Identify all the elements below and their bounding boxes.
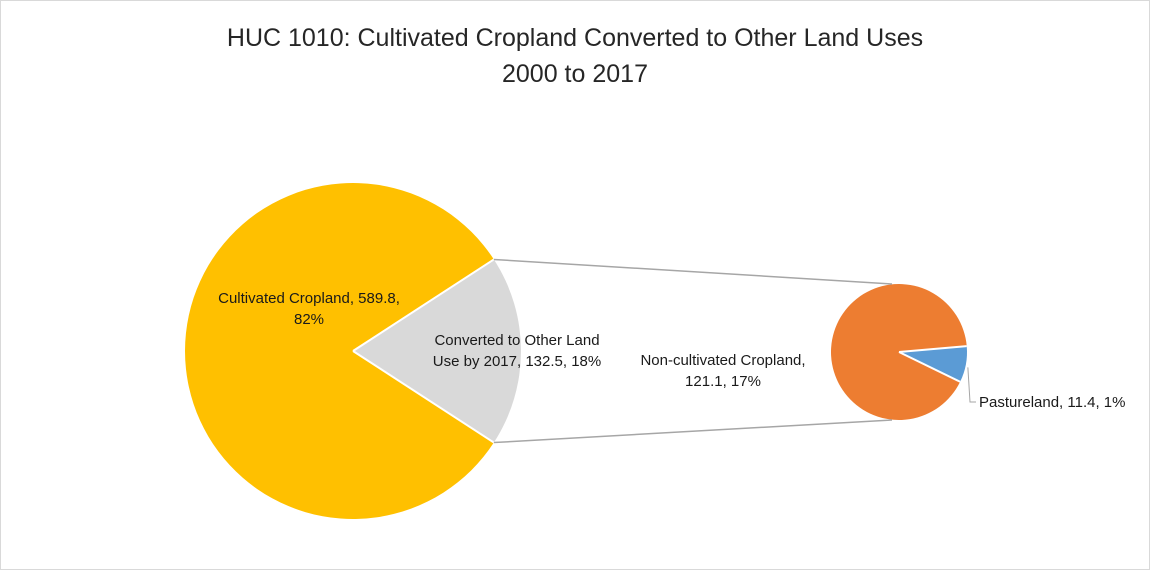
slice-pastureland xyxy=(899,346,967,382)
chart-title: HUC 1010: Cultivated Cropland Converted … xyxy=(226,24,924,52)
label-cultivated-cropland: Cultivated Cropland, 589.8, 82% xyxy=(218,290,400,328)
label-pastureland: Pastureland, 11.4, 1% xyxy=(979,394,1125,411)
main-pie-separator xyxy=(352,350,495,444)
secondary-pie-separator xyxy=(898,351,961,383)
label-non-cultivated-cropland: Non-cultivated Cropland, 121.1, 17% xyxy=(640,352,805,390)
connector-line-bottom xyxy=(493,419,893,444)
chart-subtitle: 2000 to 2017 xyxy=(502,60,648,88)
slice-cultivated-cropland xyxy=(185,182,494,520)
pastureland-leader-line xyxy=(967,367,976,403)
label-converted-to-other-land-use: Converted to Other Land Use by 2017, 132.… xyxy=(433,332,601,370)
slice-non-cultivated-cropland xyxy=(831,283,967,420)
slice-converted-to-other-land-use xyxy=(353,259,522,443)
secondary-pie-separator xyxy=(898,345,967,353)
connector-line-top xyxy=(493,258,893,285)
main-pie-separator xyxy=(352,258,495,352)
